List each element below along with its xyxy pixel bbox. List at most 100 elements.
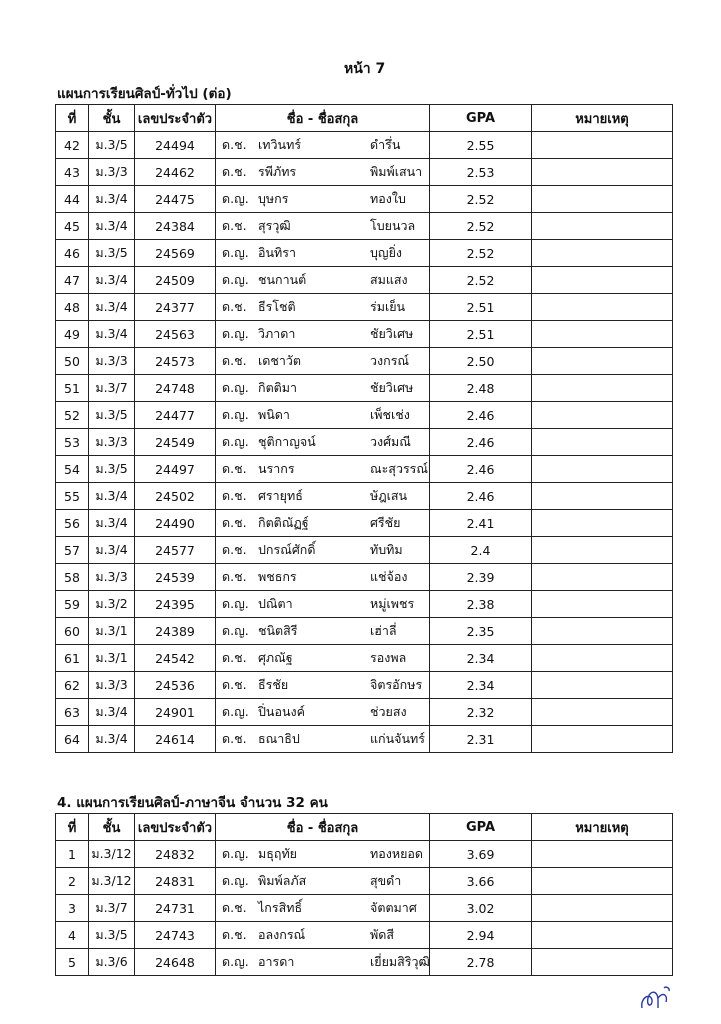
table-row: 3 ม.3/7 24731 ด.ช. ไกรสิทธิ์ จัตตมาศ 3.02	[55, 894, 673, 922]
row-note	[531, 563, 673, 591]
row-class: ม.3/4	[88, 509, 135, 537]
name-title: ด.ช.	[222, 137, 247, 152]
row-no: 58	[55, 563, 89, 591]
last-name: แช่จ้อง	[370, 569, 408, 584]
table-row: 57 ม.3/4 24577 ด.ช. ปกรณ์ศักดิ์ ทับทิม 2.4	[55, 536, 673, 564]
section-title-arts-chinese: 4. แผนการเรียนศิลป์-ภาษาจีน จำนวน 32 คน	[57, 795, 328, 811]
row-name: ด.ญ. ปณิตา หมู่เพชร	[215, 590, 430, 618]
row-gpa: 3.66	[429, 867, 532, 895]
row-note	[531, 320, 673, 348]
row-no: 44	[55, 185, 89, 213]
name-title: ด.ช.	[222, 218, 247, 233]
row-student-id: 24502	[134, 482, 216, 510]
last-name: เฮ่าลี่	[370, 623, 397, 638]
name-title: ด.ญ.	[222, 272, 249, 287]
row-no: 64	[55, 725, 89, 753]
first-name: ธีรชัย	[258, 677, 289, 692]
row-no: 45	[55, 212, 89, 240]
table-row: 59 ม.3/2 24395 ด.ญ. ปณิตา หมู่เพชร 2.38	[55, 590, 673, 618]
row-no: 51	[55, 374, 89, 402]
name-title: ด.ญ.	[222, 326, 249, 341]
row-no: 47	[55, 266, 89, 294]
row-no: 50	[55, 347, 89, 375]
row-class: ม.3/4	[88, 320, 135, 348]
row-gpa: 2.46	[429, 482, 532, 510]
first-name: พิมพ์ลภัส	[258, 873, 307, 888]
row-gpa: 2.32	[429, 698, 532, 726]
row-gpa: 2.51	[429, 293, 532, 321]
row-note	[531, 293, 673, 321]
table-row: 61 ม.3/1 24542 ด.ช. ศุภณัฐ รองพล 2.34	[55, 644, 673, 672]
first-name: รพีภัทร	[258, 164, 297, 179]
row-no: 3	[55, 894, 89, 922]
row-note	[531, 428, 673, 456]
first-name: ศรายุทธ์	[258, 488, 303, 503]
first-name: อินทิรา	[258, 245, 297, 260]
row-name: ด.ญ. อารดา เยี่ยมสิริวุฒิ	[215, 948, 430, 976]
row-student-id: 24577	[134, 536, 216, 564]
row-class: ม.3/4	[88, 212, 135, 240]
row-student-id: 24395	[134, 590, 216, 618]
last-name: แก่นจันทร์	[370, 731, 425, 746]
row-name: ด.ช. ศุภณัฐ รองพล	[215, 644, 430, 672]
name-title: ด.ช.	[222, 731, 247, 746]
table-row: 64 ม.3/4 24614 ด.ช. ธณาธิป แก่นจันทร์ 2.31	[55, 725, 673, 753]
row-student-id: 24901	[134, 698, 216, 726]
row-note	[531, 840, 673, 868]
last-name: จัตตมาศ	[370, 900, 417, 915]
row-gpa: 2.31	[429, 725, 532, 753]
row-gpa: 3.02	[429, 894, 532, 922]
col-name: ชื่อ - ชื่อสกุล	[215, 104, 430, 132]
table-row: 5 ม.3/6 24648 ด.ญ. อารดา เยี่ยมสิริวุฒิ 2.78	[55, 948, 673, 976]
row-class: ม.3/2	[88, 590, 135, 618]
row-gpa: 2.38	[429, 590, 532, 618]
last-name: ณะสุวรรณ์	[370, 461, 428, 476]
table-row: 42 ม.3/5 24494 ด.ช. เทวินทร์ ดำรึ่น 2.55	[55, 131, 673, 159]
row-note	[531, 131, 673, 159]
first-name: ปกรณ์ศักดิ์	[258, 542, 316, 557]
first-name: พนิดา	[258, 407, 290, 422]
row-student-id: 24384	[134, 212, 216, 240]
last-name: สุขดำ	[370, 873, 402, 888]
row-note	[531, 185, 673, 213]
last-name: ทับทิม	[370, 542, 403, 557]
first-name: กิตติมา	[258, 380, 298, 395]
row-note	[531, 671, 673, 699]
row-gpa: 2.52	[429, 266, 532, 294]
row-student-id: 24731	[134, 894, 216, 922]
row-gpa: 2.41	[429, 509, 532, 537]
last-name: ทองหยอด	[370, 846, 424, 861]
first-name: อลงกรณ์	[258, 927, 306, 942]
row-note	[531, 725, 673, 753]
row-no: 49	[55, 320, 89, 348]
last-name: ดำรึ่น	[370, 137, 401, 152]
row-no: 5	[55, 948, 89, 976]
row-name: ด.ญ. พิมพ์ลภัส สุขดำ	[215, 867, 430, 895]
table-row: 58 ม.3/3 24539 ด.ช. พชธกร แช่จ้อง 2.39	[55, 563, 673, 591]
name-title: ด.ช.	[222, 353, 247, 368]
student-table-arts-chinese: ที่ ชั้น เลขประจำตัว ชื่อ - ชื่อสกุล GPA…	[55, 813, 673, 976]
table-row: 51 ม.3/7 24748 ด.ญ. กิตติมา ชัยวิเศษ 2.48	[55, 374, 673, 402]
row-gpa: 2.50	[429, 347, 532, 375]
last-name: เยี่ยมสิริวุฒิ	[370, 954, 430, 969]
first-name: อารดา	[258, 954, 295, 969]
row-gpa: 2.46	[429, 401, 532, 429]
row-gpa: 2.51	[429, 320, 532, 348]
first-name: ธณาธิป	[258, 731, 300, 746]
row-name: ด.ช. อลงกรณ์ พัดสี	[215, 921, 430, 949]
row-name: ด.ช. ธีรโชติ ร่มเย็น	[215, 293, 430, 321]
col-gpa: GPA	[429, 813, 532, 841]
last-name: ชัยวิเศษ	[370, 326, 414, 341]
name-title: ด.ญ.	[222, 380, 249, 395]
table-row: 2 ม.3/12 24831 ด.ญ. พิมพ์ลภัส สุขดำ 3.66	[55, 867, 673, 895]
row-gpa: 2.55	[429, 131, 532, 159]
row-class: ม.3/7	[88, 894, 135, 922]
col-class: ชั้น	[88, 813, 135, 841]
row-class: ม.3/12	[88, 867, 135, 895]
table-row: 52 ม.3/5 24477 ด.ญ. พนิดา เพ็ชเช่ง 2.46	[55, 401, 673, 429]
row-gpa: 2.34	[429, 671, 532, 699]
row-class: ม.3/3	[88, 158, 135, 186]
name-title: ด.ช.	[222, 542, 247, 557]
row-name: ด.ช. พชธกร แช่จ้อง	[215, 563, 430, 591]
row-gpa: 2.94	[429, 921, 532, 949]
